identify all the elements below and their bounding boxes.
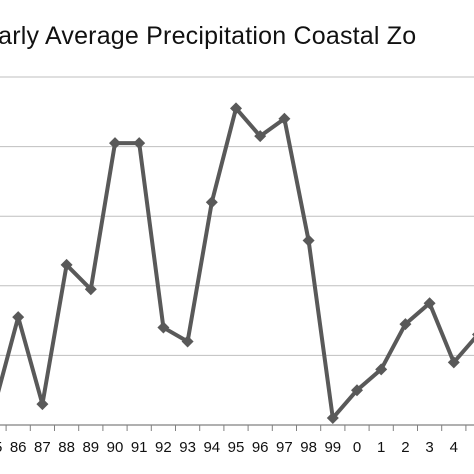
x-axis xyxy=(0,424,474,431)
gridlines xyxy=(0,76,474,356)
data-point xyxy=(205,196,218,209)
data-point xyxy=(302,234,315,247)
x-tick-label: 87 xyxy=(34,439,51,456)
x-tick-label: 2 xyxy=(401,439,409,456)
chart-title: early Average Precipitation Coastal Zo xyxy=(0,22,417,50)
x-tick-label: 88 xyxy=(58,439,75,456)
data-point xyxy=(84,283,97,296)
series-markers xyxy=(12,102,474,425)
x-tick-label: 1 xyxy=(377,439,385,456)
x-tick-label: 97 xyxy=(276,439,293,456)
x-tick-label: 0 xyxy=(353,439,361,456)
data-point xyxy=(230,102,242,115)
x-tick-label: 4 xyxy=(450,439,458,456)
data-point xyxy=(278,112,291,125)
x-tick-label: 94 xyxy=(203,439,220,456)
data-point xyxy=(109,137,121,150)
data-point xyxy=(326,412,339,425)
x-tick-label: 99 xyxy=(324,439,341,456)
x-tick-label: 90 xyxy=(107,439,124,456)
x-tick-label: 95 xyxy=(228,439,245,456)
data-point xyxy=(157,321,170,334)
x-tick-label: 98 xyxy=(300,439,317,456)
data-point xyxy=(133,137,146,150)
x-tick-label: 3 xyxy=(425,439,433,456)
x-tick-label: 89 xyxy=(82,439,99,456)
data-point xyxy=(60,258,73,271)
data-point xyxy=(254,130,267,143)
x-tick-labels: 858687888990919293949596979899012345 xyxy=(0,439,474,456)
series-polyline xyxy=(0,106,474,421)
data-point xyxy=(423,297,436,310)
x-tick-label: 96 xyxy=(252,439,269,456)
data-point xyxy=(36,398,49,411)
x-tick-label: 91 xyxy=(131,439,148,456)
data-point xyxy=(375,363,388,376)
x-tick-label: 92 xyxy=(155,439,172,456)
data-point xyxy=(399,318,412,331)
x-tick-label: 85 xyxy=(0,439,2,456)
series-line xyxy=(0,106,474,421)
data-point xyxy=(351,384,363,397)
x-tick-label: 93 xyxy=(179,439,196,456)
data-point xyxy=(447,356,460,369)
data-point xyxy=(181,335,194,348)
x-tick-label: 86 xyxy=(10,439,27,456)
data-point xyxy=(12,311,25,324)
